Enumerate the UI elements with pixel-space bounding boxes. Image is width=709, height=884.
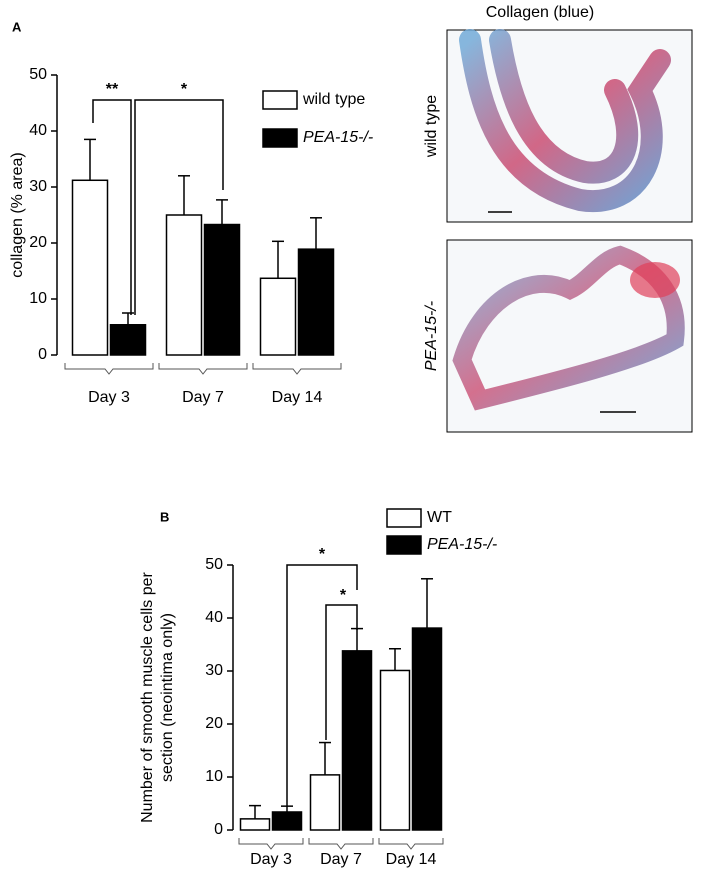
y-tick-label: 30 <box>29 178 47 195</box>
category-bracket <box>238 838 304 850</box>
category-bracket <box>64 363 154 375</box>
bar <box>297 248 335 356</box>
y-tick-label: 0 <box>38 346 47 363</box>
y-axis-label: collagen (% area) <box>9 152 26 277</box>
y-tick-label: 20 <box>205 715 223 732</box>
significance-label: * <box>340 587 347 604</box>
x-tick-label: Day 7 <box>320 851 362 868</box>
legend-label: WT <box>427 509 452 526</box>
legend-swatch <box>386 508 422 528</box>
legend-label: wild type <box>302 91 365 108</box>
bar <box>239 818 271 831</box>
bar <box>165 214 203 356</box>
bar <box>271 811 303 831</box>
tissue <box>630 262 680 298</box>
legend-label: PEA-15-/- <box>303 129 373 146</box>
y-tick-label: 10 <box>205 768 223 785</box>
significance-bracket <box>286 564 358 806</box>
significance-label: ** <box>106 81 119 98</box>
significance-label: * <box>319 546 326 563</box>
significance-bracket <box>325 604 358 740</box>
x-tick-label: Day 3 <box>88 389 130 406</box>
image-title: Collagen (blue) <box>486 4 595 21</box>
y-tick-label: 50 <box>29 66 47 83</box>
significance-label: * <box>181 81 188 98</box>
x-tick-label: Day 14 <box>386 851 437 868</box>
y-tick-label: 10 <box>29 290 47 307</box>
panel-label: A <box>12 19 22 34</box>
y-tick-label: 0 <box>214 821 223 838</box>
legend-swatch <box>386 535 422 555</box>
bar <box>341 650 373 831</box>
y-axis-label: section (neointima only) <box>159 613 176 782</box>
y-tick-label: 50 <box>205 556 223 573</box>
tissue <box>459 29 671 213</box>
image-label: wild type <box>423 95 440 158</box>
x-tick-label: Day 3 <box>250 851 292 868</box>
legend-swatch <box>262 128 298 148</box>
x-tick-label: Day 14 <box>272 389 323 406</box>
bar <box>309 774 341 831</box>
category-bracket <box>308 838 374 850</box>
significance-bracket <box>134 99 224 315</box>
legend-label: PEA-15-/- <box>427 536 497 553</box>
y-tick-label: 30 <box>205 662 223 679</box>
x-tick-label: Day 7 <box>182 389 224 406</box>
bar <box>109 324 147 356</box>
bar <box>411 627 443 831</box>
category-bracket <box>378 838 444 850</box>
bar <box>379 669 411 831</box>
category-bracket <box>158 363 248 375</box>
category-bracket <box>252 363 342 375</box>
legend-swatch <box>262 90 298 110</box>
bar <box>203 223 241 356</box>
bar <box>71 179 109 356</box>
panel-label: B <box>160 509 169 524</box>
y-tick-label: 40 <box>205 609 223 626</box>
y-tick-label: 20 <box>29 234 47 251</box>
bar <box>259 277 297 356</box>
y-axis-label: Number of smooth muscle cells per <box>139 571 156 822</box>
tissue <box>452 245 685 411</box>
significance-bracket <box>92 99 132 315</box>
y-tick-label: 40 <box>29 122 47 139</box>
image-label: PEA-15-/- <box>423 301 440 371</box>
